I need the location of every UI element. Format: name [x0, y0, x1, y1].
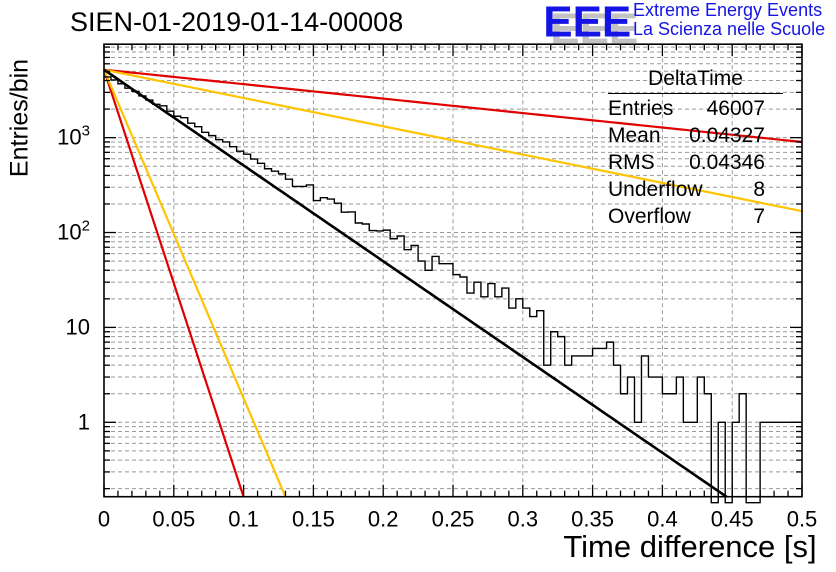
svg-text:0.3: 0.3 [508, 507, 539, 532]
svg-text:10: 10 [66, 314, 90, 339]
svg-text:0.15: 0.15 [292, 507, 335, 532]
svg-text:0.25: 0.25 [432, 507, 475, 532]
svg-text:0.4: 0.4 [647, 507, 678, 532]
svg-text:0.2: 0.2 [368, 507, 399, 532]
svg-text:1: 1 [78, 409, 90, 434]
svg-text:0.35: 0.35 [571, 507, 614, 532]
svg-text:0.1: 0.1 [228, 507, 259, 532]
svg-text:SIEN-01-2019-01-14-00008: SIEN-01-2019-01-14-00008 [70, 7, 403, 37]
svg-text:0: 0 [98, 507, 110, 532]
svg-text:0.45: 0.45 [711, 507, 754, 532]
svg-text:0.05: 0.05 [152, 507, 195, 532]
svg-text:0.5: 0.5 [787, 507, 818, 532]
